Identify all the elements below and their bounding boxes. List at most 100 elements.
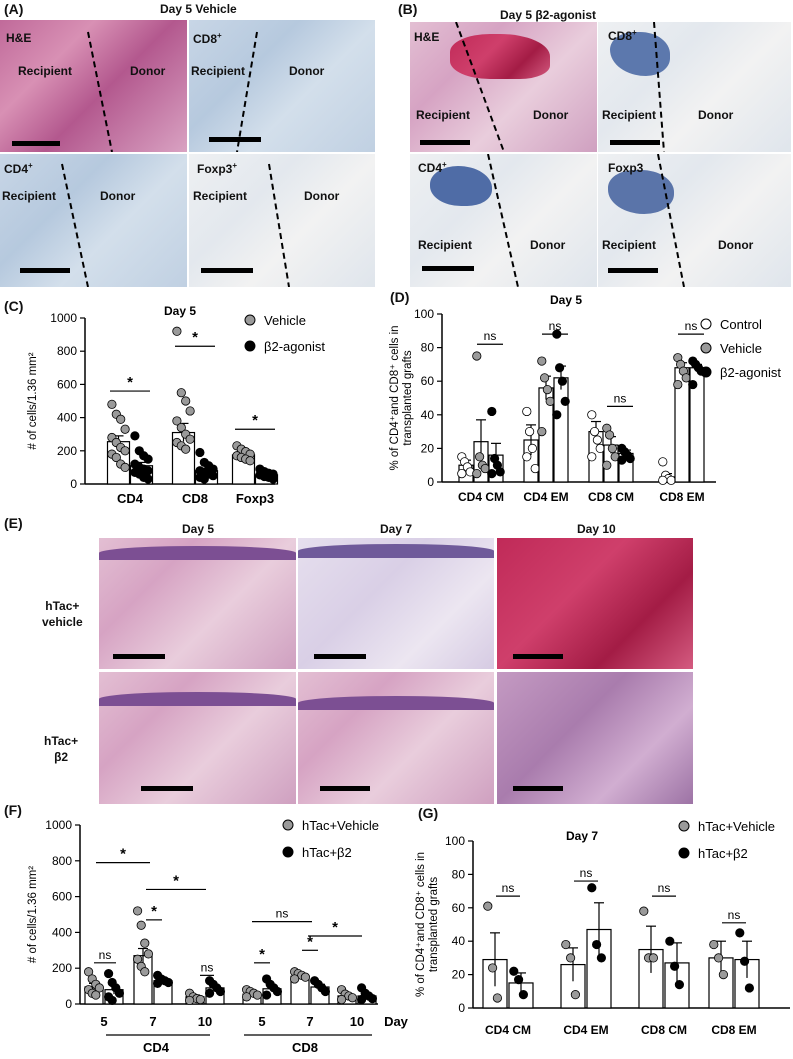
data-point <box>172 326 182 336</box>
group-label: CD4 <box>143 1040 170 1055</box>
data-point <box>596 953 606 963</box>
data-point <box>111 452 121 463</box>
row-label-vehicle: hTac+ vehicle <box>42 599 83 629</box>
scale-bar <box>608 268 658 273</box>
data-point <box>195 994 205 1005</box>
stain-label: Foxp3 <box>608 161 644 175</box>
data-point <box>205 988 215 998</box>
data-point <box>143 474 153 484</box>
data-point <box>739 956 750 966</box>
chart-f: 0 200 400 600 800 1000 # of cells/1.36 mm² 5 7 10… <box>27 818 409 1055</box>
y-tick-label: 200 <box>57 444 77 458</box>
panel-e-label: (E) <box>4 515 23 531</box>
panel-g-label: (G) <box>418 805 439 821</box>
data-point <box>185 406 195 416</box>
data-point <box>472 351 482 361</box>
scale-bar <box>422 266 474 271</box>
epidermis <box>99 692 296 706</box>
legend-marker <box>700 342 712 354</box>
x-category-label: CD4 CM <box>485 1023 531 1037</box>
data-point <box>457 469 467 479</box>
micrograph-b-cd8: CD8+ Recipient Donor <box>598 22 791 152</box>
data-point <box>185 995 195 1006</box>
panel-d-label: (D) <box>390 289 410 305</box>
data-point <box>347 993 357 1003</box>
data-point <box>592 939 602 950</box>
y-tick-label: 600 <box>52 890 72 904</box>
recipient-label: Recipient <box>193 189 248 203</box>
data-point <box>163 977 173 988</box>
x-category-label: CD4 EM <box>563 1023 608 1037</box>
data-point <box>587 883 597 893</box>
significance-label: * <box>151 903 157 920</box>
y-tick-label: 600 <box>57 377 77 391</box>
legend-marker <box>282 846 294 858</box>
panel-a-label: (A) <box>4 1 24 17</box>
significance-label: * <box>332 919 338 936</box>
data-point <box>509 966 519 976</box>
panel-a-title: Day 5 Vehicle <box>160 2 237 16</box>
data-point <box>495 467 505 477</box>
y-tick-label: 60 <box>452 901 466 915</box>
x-category-label: CD4 <box>117 491 144 506</box>
data-point <box>242 992 252 1002</box>
data-point <box>215 986 225 997</box>
stain-label: CD4+ <box>418 160 447 175</box>
data-point <box>587 410 597 420</box>
data-point <box>522 452 532 462</box>
micrograph-b-cd4: CD4+ Recipient Donor <box>410 154 597 287</box>
data-point <box>669 961 680 971</box>
epidermis <box>298 544 494 558</box>
data-point <box>367 994 377 1004</box>
panel-c-label: (C) <box>4 298 24 314</box>
scale-bar <box>209 137 261 142</box>
data-point <box>674 980 684 990</box>
legend-label: hTac+Vehicle <box>302 818 379 833</box>
data-point <box>289 974 300 984</box>
legend-marker <box>678 820 690 832</box>
significance-label: ns <box>658 881 671 895</box>
significance-label: ns <box>685 319 698 333</box>
donor-label: Donor <box>530 238 566 252</box>
data-point <box>557 376 567 386</box>
chart-title: Day 5 <box>550 293 582 307</box>
significance-label: * <box>192 329 198 346</box>
data-point <box>140 938 150 948</box>
col-label-day7: Day 7 <box>380 522 413 536</box>
data-point <box>153 978 163 989</box>
y-tick-label: 60 <box>421 374 435 388</box>
data-point <box>172 416 182 426</box>
data-point <box>356 994 367 1005</box>
scale-bar <box>201 268 253 273</box>
data-point <box>185 434 195 444</box>
data-point <box>666 475 676 485</box>
recipient-label: Recipient <box>418 238 473 252</box>
data-point <box>713 953 724 963</box>
col-label-day5: Day 5 <box>182 522 215 536</box>
significance-label: ns <box>728 908 741 922</box>
y-axis-label-line: % of CD4⁺and CD8⁺ cells in <box>389 325 401 470</box>
data-point <box>272 986 282 997</box>
data-point <box>136 920 146 930</box>
x-category-label: CD8 <box>182 491 208 506</box>
data-point <box>639 906 649 916</box>
scale-bar <box>513 786 563 791</box>
micrograph-b-foxp3: Foxp3 Recipient Donor <box>598 154 791 287</box>
bar <box>553 377 569 483</box>
legend-marker <box>700 366 712 378</box>
x-tick-label: 5 <box>258 1014 265 1029</box>
significance-label: * <box>307 933 313 950</box>
micrograph-a-he: H&E Recipient Donor <box>0 20 187 152</box>
significance-label: ns <box>549 319 562 333</box>
tissue-region <box>430 166 492 206</box>
y-tick-label: 400 <box>57 411 77 425</box>
y-axis-label-line: transplanted grafts <box>402 350 414 446</box>
donor-label: Donor <box>304 189 340 203</box>
panel-b-label: (B) <box>398 1 418 17</box>
stain-label: H&E <box>414 30 440 44</box>
data-point <box>199 474 209 484</box>
scale-bar <box>12 141 60 146</box>
data-point <box>84 967 94 977</box>
micrograph-a-cd4: CD4+ Recipient Donor <box>0 154 187 287</box>
